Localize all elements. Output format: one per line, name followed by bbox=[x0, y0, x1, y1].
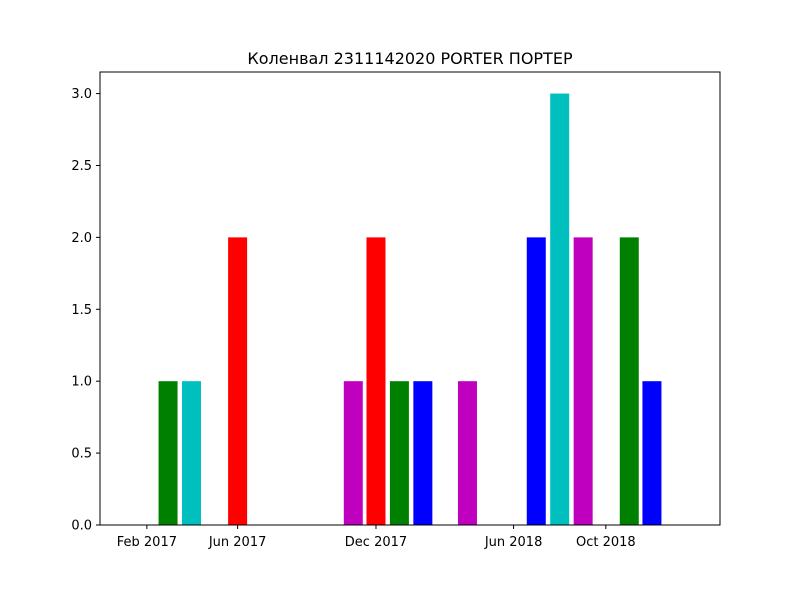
bar bbox=[413, 381, 433, 525]
plot-area-frame bbox=[99, 71, 721, 526]
y-tick-label: 2.0 bbox=[71, 231, 92, 246]
bar bbox=[457, 381, 477, 525]
bar bbox=[389, 381, 409, 525]
x-tick-label: Feb 2017 bbox=[117, 535, 177, 550]
x-axis: Feb 2017 Jun 2017 Dec 2017 Jun 2018 Oct 2018 bbox=[117, 525, 636, 550]
y-tick-label: 1.5 bbox=[71, 303, 92, 318]
bar bbox=[550, 93, 570, 525]
bar bbox=[181, 381, 201, 525]
bar bbox=[158, 381, 178, 525]
y-axis: 0.0 0.5 1.0 1.5 2.0 2.5 3.0 bbox=[71, 87, 100, 534]
bar bbox=[228, 237, 248, 525]
y-tick-label: 2.5 bbox=[71, 159, 92, 174]
x-tick-label: Jun 2018 bbox=[484, 535, 543, 550]
y-tick-label: 0.5 bbox=[71, 447, 92, 462]
y-tick-label: 1.0 bbox=[71, 375, 92, 390]
y-tick-label: 3.0 bbox=[71, 87, 92, 102]
chart-title: Коленвал 2311142020 PORTER ПОРТЕР bbox=[247, 49, 573, 68]
bars-layer bbox=[158, 93, 662, 525]
bar bbox=[573, 237, 593, 525]
x-tick-label: Dec 2017 bbox=[345, 535, 407, 550]
bar bbox=[343, 381, 363, 525]
bar bbox=[526, 237, 546, 525]
y-tick-label: 0.0 bbox=[71, 519, 92, 534]
x-tick-label: Jun 2017 bbox=[208, 535, 267, 550]
bar bbox=[642, 381, 662, 525]
x-tick-label: Oct 2018 bbox=[576, 535, 636, 550]
bar bbox=[366, 237, 386, 525]
bar bbox=[619, 237, 639, 525]
plot-area-background bbox=[100, 72, 720, 525]
